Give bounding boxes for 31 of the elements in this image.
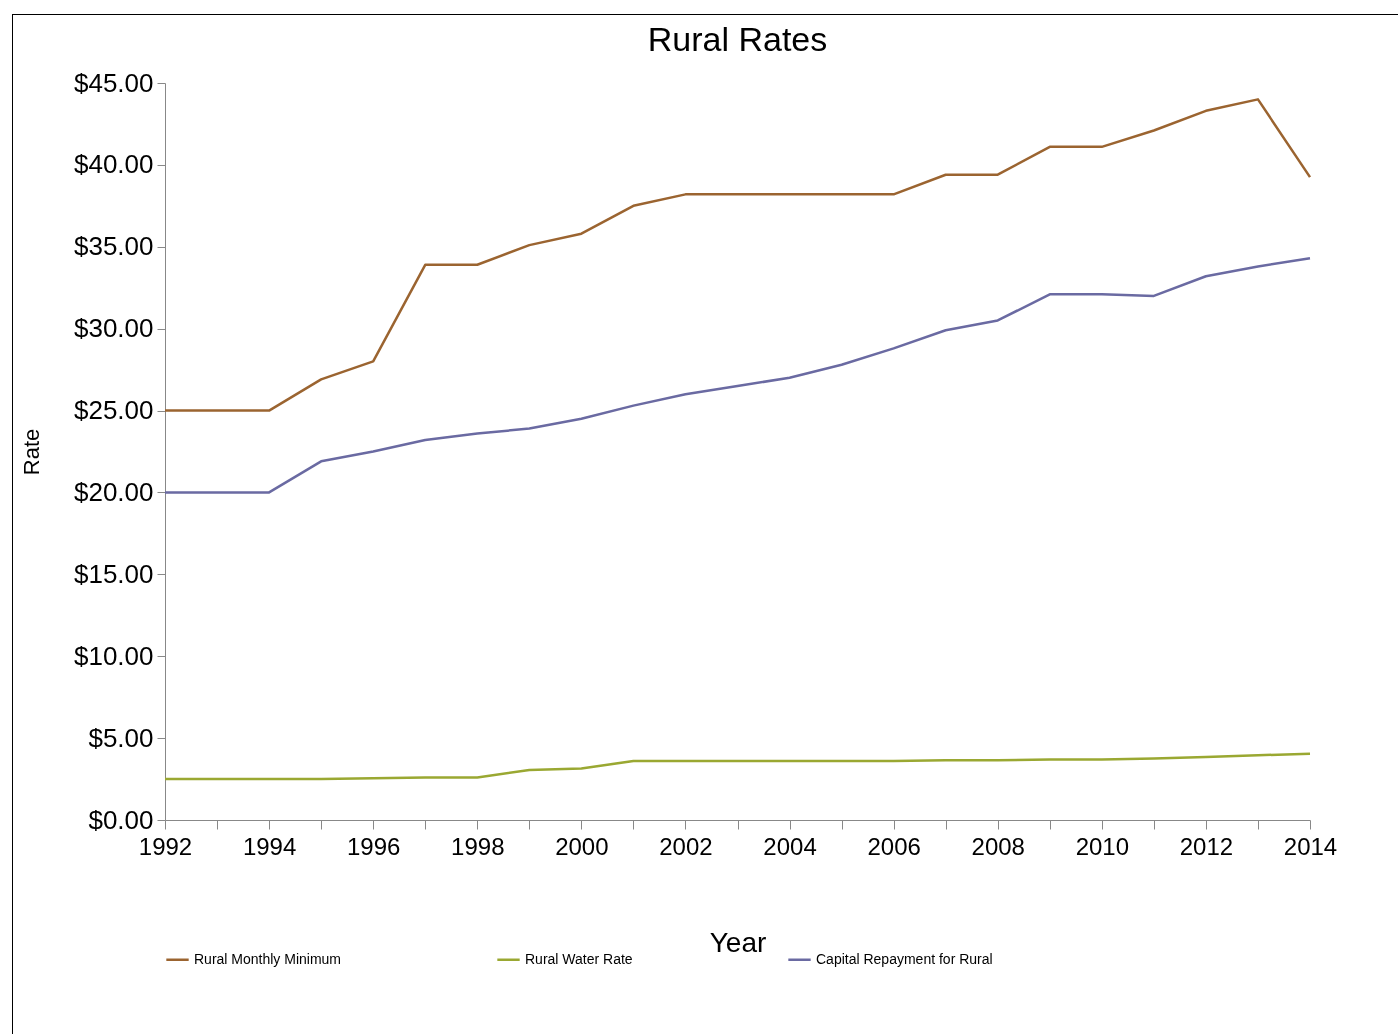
legend-label: Rural Water Rate [525, 950, 633, 967]
y-tick-label: $15.00 [73, 558, 154, 589]
line-series [163, 752, 1312, 781]
y-axis-title: Rate [18, 428, 44, 476]
y-tick-label: $30.00 [73, 313, 154, 344]
x-axis-title: Year [709, 926, 767, 958]
legend-label: Capital Repayment for Rural [816, 950, 993, 967]
y-tick-label: $5.00 [88, 722, 154, 753]
x-tick-label: 2010 [1075, 832, 1130, 860]
x-tick-label: 2000 [555, 832, 609, 860]
y-tick-label: $40.00 [73, 149, 154, 180]
x-tick-label: 2006 [867, 832, 921, 860]
y-tick-label: $20.00 [73, 476, 154, 507]
x-tick-label: 2002 [659, 832, 713, 860]
x-tick-label: 2004 [763, 832, 817, 860]
x-tick-label: 2008 [971, 832, 1025, 860]
x-tick-label: 1996 [346, 832, 401, 860]
y-tick-label: $45.00 [73, 67, 154, 98]
x-tick-label: 1994 [242, 832, 297, 860]
legend-label: Rural Monthly Minimum [194, 950, 342, 967]
x-tick-label: 1992 [138, 832, 193, 860]
line-series [163, 98, 1312, 412]
y-tick-label: $0.00 [88, 804, 154, 835]
x-tick-label: 2012 [1179, 832, 1234, 860]
y-tick-label: $10.00 [73, 640, 154, 671]
y-tick-label: $35.00 [73, 231, 154, 262]
x-tick-label: 1998 [451, 832, 505, 860]
x-tick-label: 2014 [1283, 832, 1338, 860]
y-tick-label: $25.00 [73, 395, 154, 426]
chart-title: Rural Rates [647, 20, 828, 58]
line-series [163, 256, 1312, 494]
